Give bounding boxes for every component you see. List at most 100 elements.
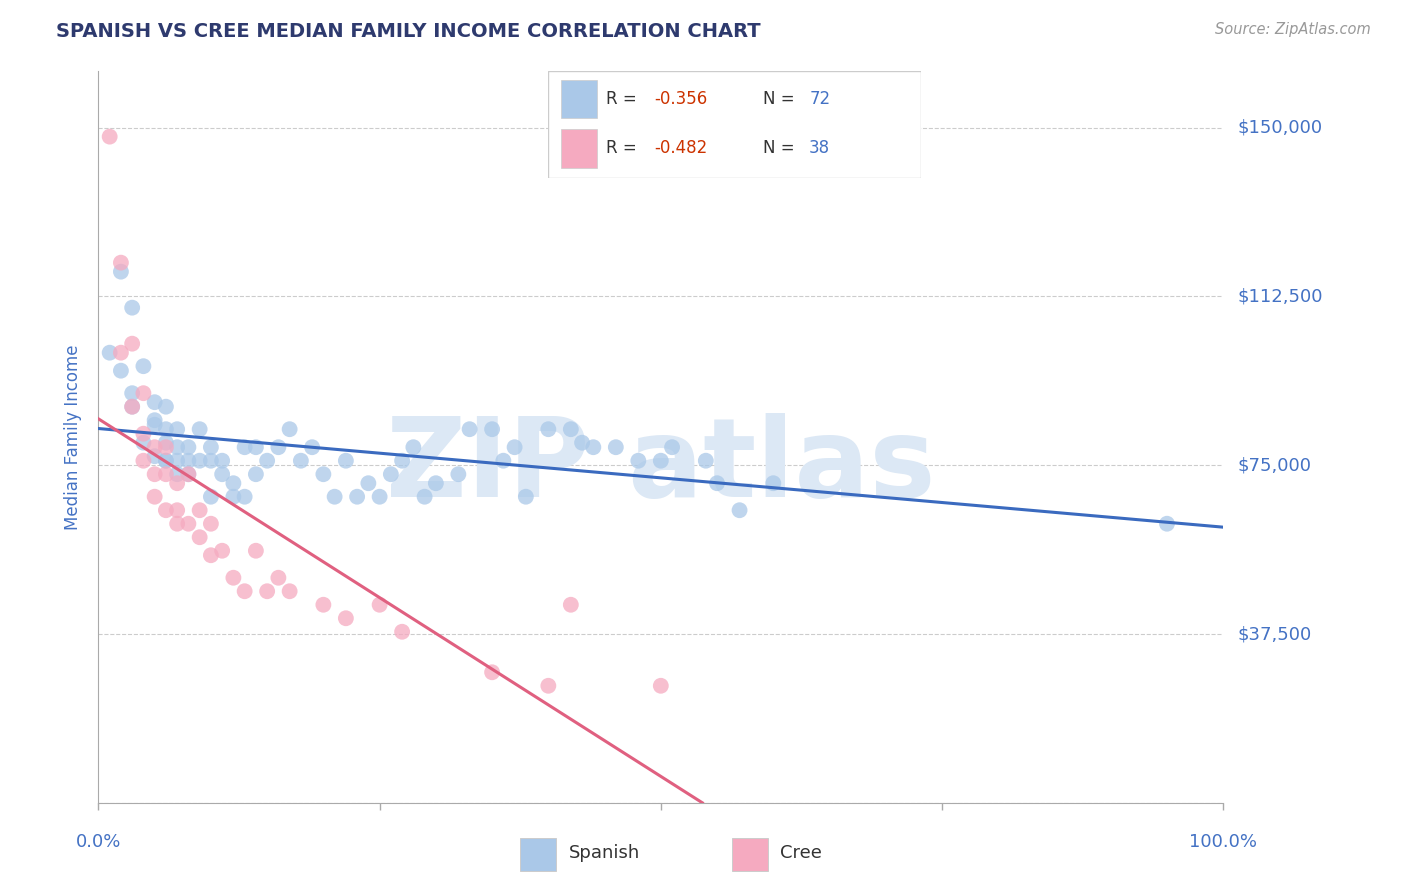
Point xyxy=(706,476,728,491)
Point xyxy=(391,624,413,639)
Point xyxy=(503,440,526,454)
Point xyxy=(110,345,132,359)
Point xyxy=(368,598,391,612)
Text: SPANISH VS CREE MEDIAN FAMILY INCOME CORRELATION CHART: SPANISH VS CREE MEDIAN FAMILY INCOME COR… xyxy=(56,22,761,41)
Text: Source: ZipAtlas.com: Source: ZipAtlas.com xyxy=(1215,22,1371,37)
Text: ZIP atlas: ZIP atlas xyxy=(387,413,935,520)
Point xyxy=(155,435,177,450)
Point xyxy=(121,386,143,401)
Point xyxy=(132,453,155,467)
Point xyxy=(571,435,593,450)
Point xyxy=(481,665,503,680)
Point xyxy=(155,440,177,454)
Point xyxy=(121,400,143,414)
Point xyxy=(245,467,267,482)
Point xyxy=(481,422,503,436)
Point xyxy=(335,453,357,467)
Point xyxy=(177,440,200,454)
Point xyxy=(728,503,751,517)
Point xyxy=(143,395,166,409)
Point xyxy=(211,543,233,558)
Point xyxy=(143,413,166,427)
FancyBboxPatch shape xyxy=(548,71,921,178)
Point xyxy=(166,422,188,436)
Point xyxy=(200,490,222,504)
Text: R =: R = xyxy=(606,90,637,108)
Text: $75,000: $75,000 xyxy=(1237,456,1312,475)
Point xyxy=(762,476,785,491)
Point xyxy=(166,467,188,482)
Point xyxy=(233,490,256,504)
Text: Spanish: Spanish xyxy=(568,844,640,862)
Point xyxy=(695,453,717,467)
Point xyxy=(121,400,143,414)
Point xyxy=(267,571,290,585)
Text: N =: N = xyxy=(762,90,794,108)
Point xyxy=(177,516,200,531)
Point xyxy=(110,255,132,269)
Point xyxy=(391,453,413,467)
Point xyxy=(627,453,650,467)
Point xyxy=(155,422,177,436)
Point xyxy=(492,453,515,467)
Point xyxy=(222,476,245,491)
Text: -0.482: -0.482 xyxy=(655,139,707,157)
Point xyxy=(233,584,256,599)
Point xyxy=(121,336,143,351)
Point xyxy=(143,449,166,463)
Point xyxy=(650,679,672,693)
Point xyxy=(290,453,312,467)
Point xyxy=(166,503,188,517)
Point xyxy=(368,490,391,504)
Point xyxy=(650,453,672,467)
Bar xyxy=(561,129,596,168)
Text: Cree: Cree xyxy=(780,844,823,862)
Point xyxy=(200,516,222,531)
Text: $37,500: $37,500 xyxy=(1237,625,1312,643)
Bar xyxy=(731,838,768,871)
Point xyxy=(188,422,211,436)
Point xyxy=(661,440,683,454)
Point xyxy=(312,467,335,482)
Point xyxy=(166,440,188,454)
Point xyxy=(380,467,402,482)
Point xyxy=(458,422,481,436)
Bar xyxy=(520,838,557,871)
Point xyxy=(177,467,200,482)
Point xyxy=(256,453,278,467)
Point xyxy=(110,265,132,279)
Point xyxy=(278,584,301,599)
Point xyxy=(413,490,436,504)
Point xyxy=(301,440,323,454)
Point xyxy=(267,440,290,454)
Point xyxy=(188,453,211,467)
Point xyxy=(155,503,177,517)
Point xyxy=(110,364,132,378)
Text: 72: 72 xyxy=(810,90,831,108)
Point xyxy=(1156,516,1178,531)
Point xyxy=(188,530,211,544)
Point xyxy=(256,584,278,599)
Point xyxy=(233,440,256,454)
Point xyxy=(166,453,188,467)
Point xyxy=(98,345,121,359)
Text: $150,000: $150,000 xyxy=(1237,119,1322,136)
Point xyxy=(560,422,582,436)
Point xyxy=(222,571,245,585)
Point xyxy=(188,503,211,517)
Text: $112,500: $112,500 xyxy=(1237,287,1323,305)
Point xyxy=(200,548,222,562)
Point xyxy=(200,453,222,467)
Point xyxy=(582,440,605,454)
Point xyxy=(402,440,425,454)
Point xyxy=(335,611,357,625)
Point xyxy=(155,467,177,482)
Text: 0.0%: 0.0% xyxy=(76,833,121,851)
Point xyxy=(155,453,177,467)
Point xyxy=(132,386,155,401)
Point xyxy=(245,440,267,454)
Point xyxy=(98,129,121,144)
Point xyxy=(143,467,166,482)
Point xyxy=(447,467,470,482)
Point xyxy=(155,453,177,467)
